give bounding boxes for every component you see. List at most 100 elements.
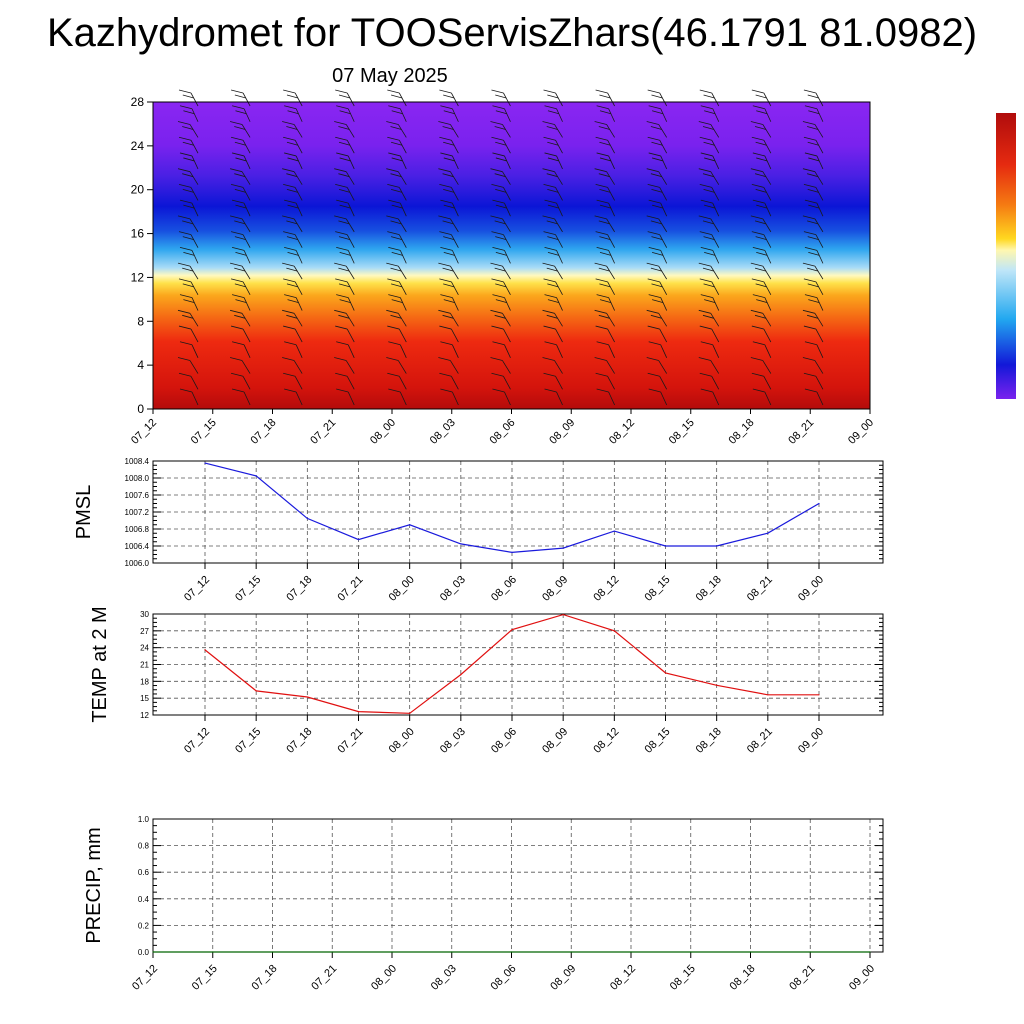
wind-barb [387,184,407,201]
x-tick-label: 08_03 [429,963,459,993]
wind-barb [490,121,511,138]
wind-barb [334,357,355,374]
wind-barb [388,246,407,264]
x-tick-label: 08_15 [643,726,673,756]
wind-barb [231,105,251,122]
cross-section-color-field [153,102,870,409]
wind-barb [595,372,615,390]
x-tick-label: 07_12 [182,726,212,756]
data-point [570,951,572,953]
wind-barb [544,152,563,170]
y-tick-label: 1006.8 [125,525,150,534]
wind-barb [492,199,511,217]
wind-barb [490,215,511,233]
x-tick-label: 07_12 [129,417,159,447]
wind-barb [594,215,615,233]
wind-barb [750,168,772,185]
y-tick-label: 1006.4 [125,542,150,551]
x-tick-label: 08_00 [387,574,417,604]
wind-barb [230,89,251,107]
x-tick-label: 07_15 [190,963,220,993]
wind-barb [230,184,251,201]
y-tick-label: 24 [131,139,145,153]
wind-barb [387,89,407,107]
wind-barb [542,121,563,138]
wind-barb [490,262,511,280]
wind-barb [699,372,720,390]
x-tick-label: 08_15 [643,574,673,604]
data-point [664,545,667,547]
wind-barb [646,309,668,327]
data-point [630,951,632,953]
data-point [511,629,513,631]
wind-barb [803,184,824,201]
plot-frame [152,460,884,564]
wind-barb [648,294,668,311]
wind-barb [752,152,772,170]
wind-barb [386,309,407,327]
wind-barb [646,168,668,185]
wind-barb [335,136,355,154]
wind-barb [543,136,563,154]
y-tick-label: 28 [131,95,145,109]
wind-barb [802,262,824,280]
x-tick-label: 07_18 [284,574,314,604]
wind-barb [229,168,251,185]
x-tick-label: 08_15 [667,417,697,447]
wind-barb [229,262,251,280]
wind-barb [490,357,511,374]
wind-barb [335,325,355,343]
wind-barb [491,372,511,390]
wind-barb [596,388,615,406]
data-point [306,696,308,698]
wind-barb [178,372,199,390]
wind-barb [439,231,459,248]
wind-barb [283,372,303,390]
wind-barb [283,184,303,201]
wind-barb [647,372,668,390]
wind-barb [594,121,615,138]
wind-barb [752,294,772,311]
data-point [613,630,615,632]
wind-barb [178,231,199,248]
wind-barb [284,388,303,406]
x-tick-label: 07_15 [189,417,219,447]
wind-barb [438,168,459,185]
wind-barb [698,262,720,280]
wind-barb [491,89,511,107]
wind-barb [179,152,199,170]
wind-barb [284,105,303,122]
wind-barb [230,231,251,248]
wind-barb [231,388,251,406]
x-tick-label: 08_21 [787,963,817,993]
x-tick-label: 08_21 [745,726,775,756]
wind-barb [751,231,772,248]
x-tick-label: 08_06 [488,417,518,447]
x-tick-label: 08_18 [694,574,724,604]
data-point [331,951,333,953]
wind-barb [440,341,459,358]
wind-barb [750,309,772,327]
data-point [767,694,769,696]
wind-barb [438,309,459,327]
x-tick-label: 08_00 [368,417,398,447]
wind-barb [388,341,407,358]
wind-barb [544,246,563,264]
wind-barb [179,294,199,311]
wind-barb [490,309,511,327]
wind-barb [700,294,720,311]
data-point [451,951,453,953]
wind-barb [388,294,407,311]
wind-barb [439,278,459,296]
wind-barb [542,215,563,233]
wind-barb [335,372,355,390]
wind-barb [231,246,251,264]
wind-barb [387,325,407,343]
wind-barb [334,215,355,233]
wind-barb [491,136,511,154]
wind-barb [284,199,303,217]
x-tick-label: 08_03 [438,574,468,604]
x-tick-label: 08_18 [694,726,724,756]
wind-barb [804,246,824,264]
